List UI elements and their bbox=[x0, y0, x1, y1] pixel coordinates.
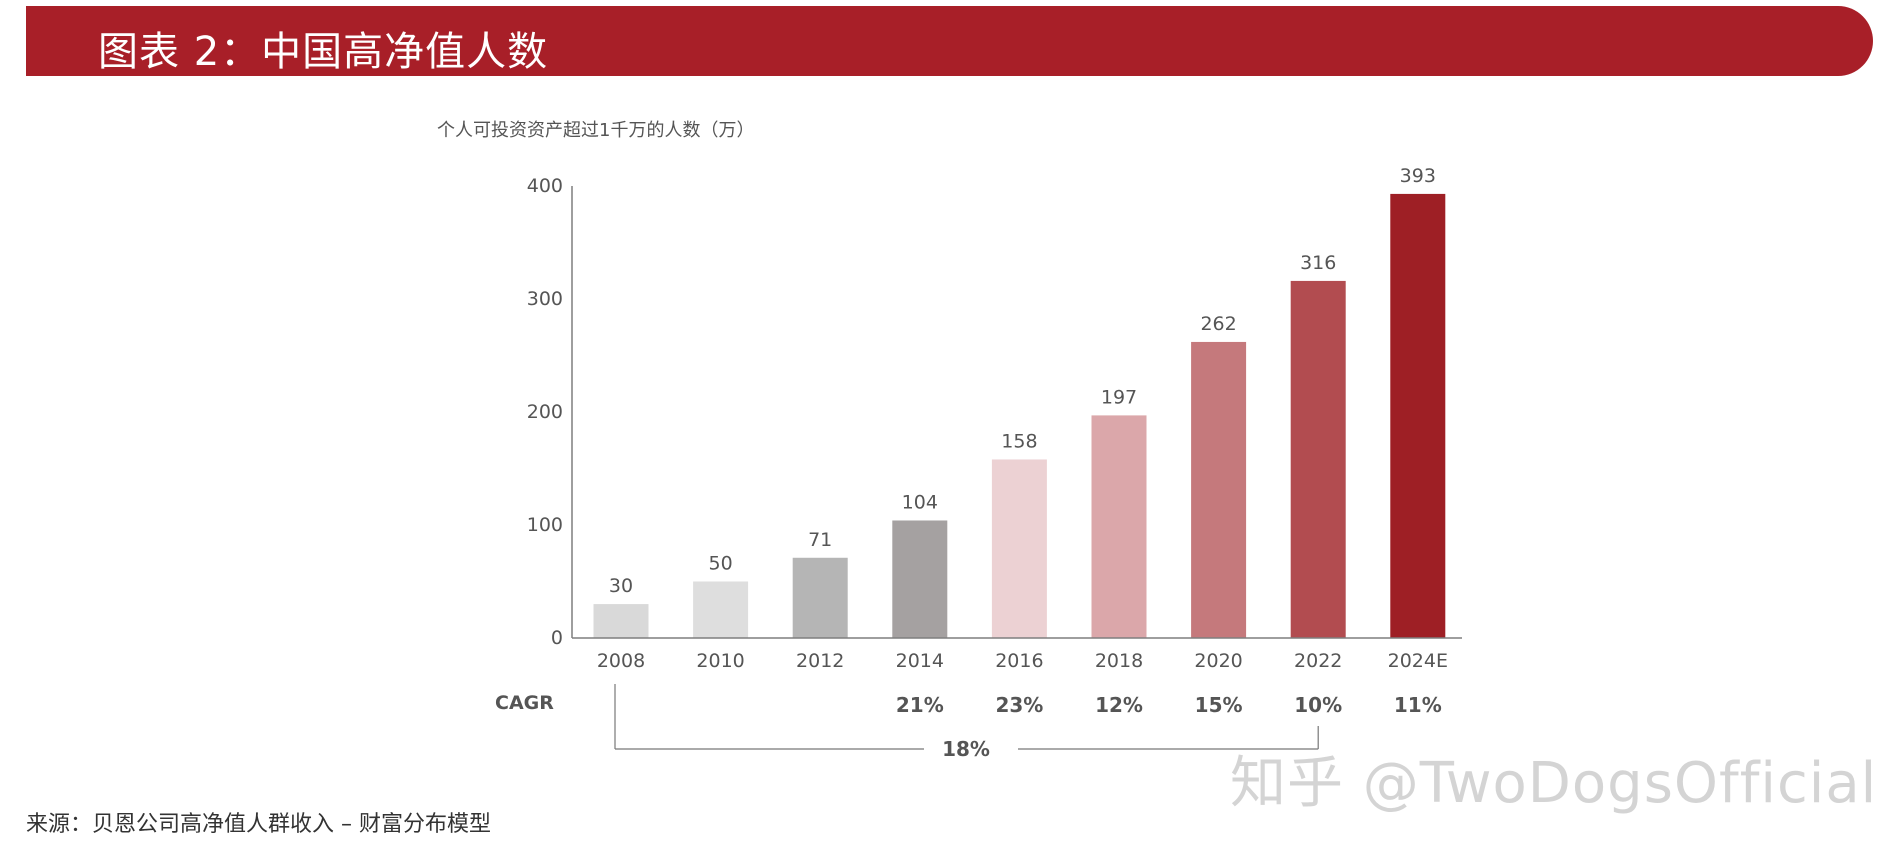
bar-2018 bbox=[1091, 415, 1147, 638]
bars bbox=[593, 193, 1446, 638]
chart-title: 个人可投资资产超过1千万的人数（万） bbox=[437, 120, 754, 141]
value-label: 50 bbox=[709, 553, 733, 575]
x-tick-label: 2016 bbox=[995, 650, 1043, 672]
x-tick-label: 2008 bbox=[597, 650, 645, 672]
bar-2010 bbox=[693, 581, 749, 638]
x-tick-label: 2020 bbox=[1194, 650, 1242, 672]
cagr-values: 21% 23% 12% 15% 10% 11% bbox=[896, 693, 1442, 717]
source-note: 来源：贝恩公司高净值人群收入 – 财富分布模型 bbox=[26, 812, 491, 837]
bar-2024E bbox=[1390, 193, 1446, 638]
value-label: 30 bbox=[609, 575, 633, 597]
cagr-value: 15% bbox=[1195, 693, 1243, 717]
x-axis-ticks: 2008 2010 2012 2014 2016 2018 2020 2022 2024E bbox=[597, 650, 1448, 672]
cagr-bracket: 18% bbox=[614, 684, 1319, 761]
value-label: 104 bbox=[902, 491, 938, 513]
bar-2020 bbox=[1191, 341, 1247, 638]
x-tick-label: 2024E bbox=[1388, 650, 1448, 672]
y-tick-label: 100 bbox=[527, 514, 563, 536]
cagr-value: 11% bbox=[1394, 693, 1442, 717]
bar-2012 bbox=[792, 557, 848, 638]
cagr-value: 12% bbox=[1095, 693, 1143, 717]
x-tick-label: 2014 bbox=[896, 650, 944, 672]
bar-2022 bbox=[1290, 280, 1346, 638]
watermark: 知乎 @TwoDogsOfficial bbox=[1230, 751, 1878, 816]
x-tick-label: 2012 bbox=[796, 650, 844, 672]
y-tick-label: 200 bbox=[527, 401, 563, 423]
x-tick-label: 2010 bbox=[696, 650, 744, 672]
cagr-value: 10% bbox=[1294, 693, 1342, 717]
value-label: 262 bbox=[1200, 313, 1236, 335]
value-label: 71 bbox=[808, 529, 832, 551]
value-label: 316 bbox=[1300, 252, 1336, 274]
x-tick-label: 2022 bbox=[1294, 650, 1342, 672]
bar-2008 bbox=[593, 604, 649, 638]
cagr-label: CAGR bbox=[495, 692, 554, 714]
page-title: 图表 2：中国高净值人数 bbox=[98, 29, 549, 75]
bar-2014 bbox=[892, 520, 948, 638]
x-tick-label: 2018 bbox=[1095, 650, 1143, 672]
y-tick-label: 0 bbox=[551, 627, 563, 649]
cagr-value: 23% bbox=[995, 693, 1043, 717]
y-tick-label: 400 bbox=[527, 175, 563, 197]
value-label: 393 bbox=[1400, 165, 1436, 187]
value-labels: 30 50 71 104 158 197 262 316 393 bbox=[609, 165, 1436, 597]
value-label: 158 bbox=[1001, 430, 1037, 452]
y-axis-ticks: 0 100 200 300 400 bbox=[527, 175, 563, 649]
cagr-overall-value: 18% bbox=[942, 737, 990, 761]
bar-2016 bbox=[991, 459, 1047, 638]
header-banner: 图表 2：中国高净值人数 bbox=[26, 6, 1873, 76]
y-tick-label: 300 bbox=[527, 288, 563, 310]
value-label: 197 bbox=[1101, 386, 1137, 408]
cagr-value: 21% bbox=[896, 693, 944, 717]
